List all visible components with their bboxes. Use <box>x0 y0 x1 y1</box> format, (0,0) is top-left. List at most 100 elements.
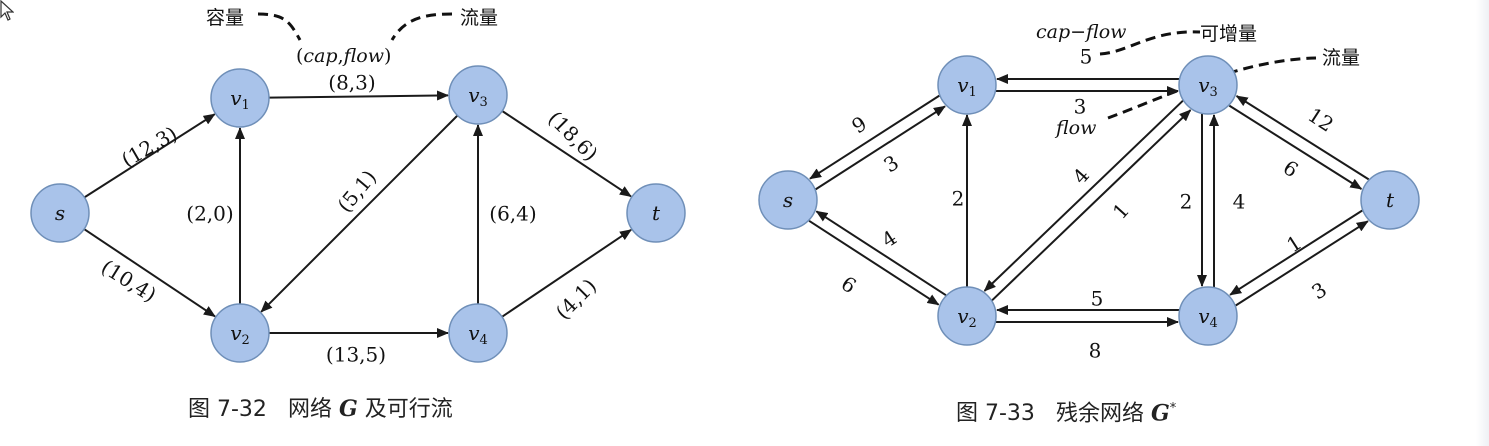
node-label-v1: v1 <box>230 86 250 113</box>
edge-label-v4-v3: 2 <box>1180 190 1193 214</box>
edge-v2-v3 <box>991 109 1192 302</box>
edge-label-s-v2: (10,4) <box>97 255 161 307</box>
edge-s-v2 <box>808 219 940 306</box>
edge-label-v1-v3: 5 <box>1080 45 1093 69</box>
node-circle-t <box>626 183 686 243</box>
figure2-caption-text-before: 残余网络 <box>1055 401 1144 427</box>
figure2-nodes: s v1 v2 v3 v4 t <box>758 55 1420 346</box>
edge-label-v2-v4: 8 <box>1089 339 1102 363</box>
node-v4: v4 <box>448 303 508 363</box>
edge-v3-t <box>501 110 632 198</box>
node-circle-v3 <box>448 65 508 125</box>
edge-v1-s <box>809 94 940 180</box>
figure2-caption-symbol: G <box>1150 400 1170 427</box>
edge-label-v2-s: 4 <box>877 225 901 252</box>
flow-cn-annotation: 流量 <box>1322 47 1360 69</box>
edge-s-v1 <box>815 105 946 191</box>
figure1-caption-text-after: 及可行流 <box>364 397 453 422</box>
figure2-caption-sup: * <box>1169 401 1177 416</box>
edge-label-v2-v4: (13,5) <box>326 343 386 367</box>
edge-label-v4-v3: (6,4) <box>489 202 536 226</box>
node-v3: v3 <box>448 65 508 125</box>
edge-label-v4-v2: 5 <box>1091 287 1104 311</box>
node-circle-v1 <box>937 55 997 115</box>
figure1-edges: (12,3) (10,4) (2,0) (8,3) (5,1) (13,5) (6,4) (1… <box>83 71 632 367</box>
node-v3: v3 <box>1178 55 1238 115</box>
node-label-v3: v3 <box>1198 73 1218 100</box>
node-label-s: s <box>783 188 793 212</box>
node-label-s: s <box>55 201 65 225</box>
cap-flow-legend: (cap,flow) <box>296 45 391 67</box>
edge-label-s-v2: 6 <box>837 271 861 298</box>
flow-label-annotation: flow <box>1054 117 1096 139</box>
node-circle-v1 <box>210 68 270 128</box>
figure1-legend: 容量 流量 (cap,flow) <box>206 7 498 67</box>
window-edge <box>1476 0 1489 446</box>
edge-label-v2-v1: (2,0) <box>186 202 233 226</box>
mouse-cursor-icon <box>0 0 14 21</box>
edge-label-v2-v3: 1 <box>1108 198 1134 224</box>
edge-s-v2 <box>83 228 216 318</box>
node-label-v4: v4 <box>1198 304 1218 331</box>
node-label-v4: v4 <box>468 321 488 348</box>
node-v1: v1 <box>937 55 997 115</box>
node-circle-v2 <box>210 303 270 363</box>
figure1-nodes: s v1 v2 v3 v4 t <box>30 65 686 363</box>
edge-v4-t <box>1235 220 1369 307</box>
node-t: t <box>626 183 686 243</box>
node-circle-s <box>30 183 90 243</box>
edge-label-s-v1: 9 <box>847 111 871 138</box>
edge-v3-v2 <box>983 99 1184 292</box>
flow-annotation: 流量 <box>460 7 498 29</box>
node-v4: v4 <box>1178 286 1238 346</box>
edge-v4-t <box>501 228 632 318</box>
node-label-v3: v3 <box>468 83 488 110</box>
node-v1: v1 <box>210 68 270 128</box>
node-v2: v2 <box>210 303 270 363</box>
node-circle-v4 <box>448 303 508 363</box>
edge-t-v3 <box>1235 95 1370 181</box>
edge-label-v4-t: (4,1) <box>551 274 602 325</box>
capacity-leader <box>257 12 302 41</box>
edge-label-v3-v2: (5,1) <box>332 165 381 217</box>
figure1-caption-symbol: G <box>338 396 358 422</box>
edge-t-v4 <box>1229 209 1363 296</box>
figure1-number: 图 7-32 <box>188 397 267 422</box>
node-v2: v2 <box>937 286 997 346</box>
edge-label-v3-v1: 3 <box>1074 95 1087 119</box>
node-s: s <box>758 170 818 230</box>
edge-label-v3-t: 12 <box>1304 103 1338 137</box>
node-label-t: t <box>1386 188 1395 212</box>
node-circle-v2 <box>937 286 997 346</box>
node-circle-t <box>1360 170 1420 230</box>
edge-v1-v3 <box>268 90 449 101</box>
node-label-v2: v2 <box>230 321 250 348</box>
edge-v2-s <box>815 210 947 297</box>
edge-label-v4-t: 3 <box>1307 277 1331 304</box>
figure2-number: 图 7-33 <box>956 401 1035 427</box>
edge-label-v3-v2: 4 <box>1068 163 1094 189</box>
edge-label-v3-t: (18,6) <box>543 106 602 165</box>
figure1-caption: 图 7-32 网络 G 及可行流 <box>188 392 453 426</box>
node-circle-s <box>758 170 818 230</box>
edge-v3-v2 <box>260 114 459 313</box>
flow-leader <box>390 12 453 41</box>
edge-label-t-v4: 1 <box>1282 230 1306 257</box>
node-label-v2: v2 <box>957 304 977 331</box>
cap-minus-flow-annotation: cap−flow <box>1036 21 1126 43</box>
node-t: t <box>1360 170 1420 230</box>
edge-label-v1-v3: (8,3) <box>328 71 375 95</box>
edge-label-v3-v4: 4 <box>1233 190 1246 214</box>
figure2-caption: 图 7-33 残余网络 G* <box>956 392 1176 426</box>
edge-label-v2-v1: 2 <box>952 187 965 211</box>
edge-label-s-v1: (12,3) <box>117 121 181 172</box>
node-label-v1: v1 <box>957 73 977 100</box>
cap-minus-flow-leader <box>1099 30 1201 56</box>
figure1-caption-text-before: 网络 <box>287 397 332 422</box>
node-circle-v4 <box>1178 286 1238 346</box>
figure2-legend: cap−flow 可增量 flow 流量 <box>1036 21 1360 139</box>
capacity-annotation: 容量 <box>206 7 244 29</box>
node-label-t: t <box>652 201 661 225</box>
